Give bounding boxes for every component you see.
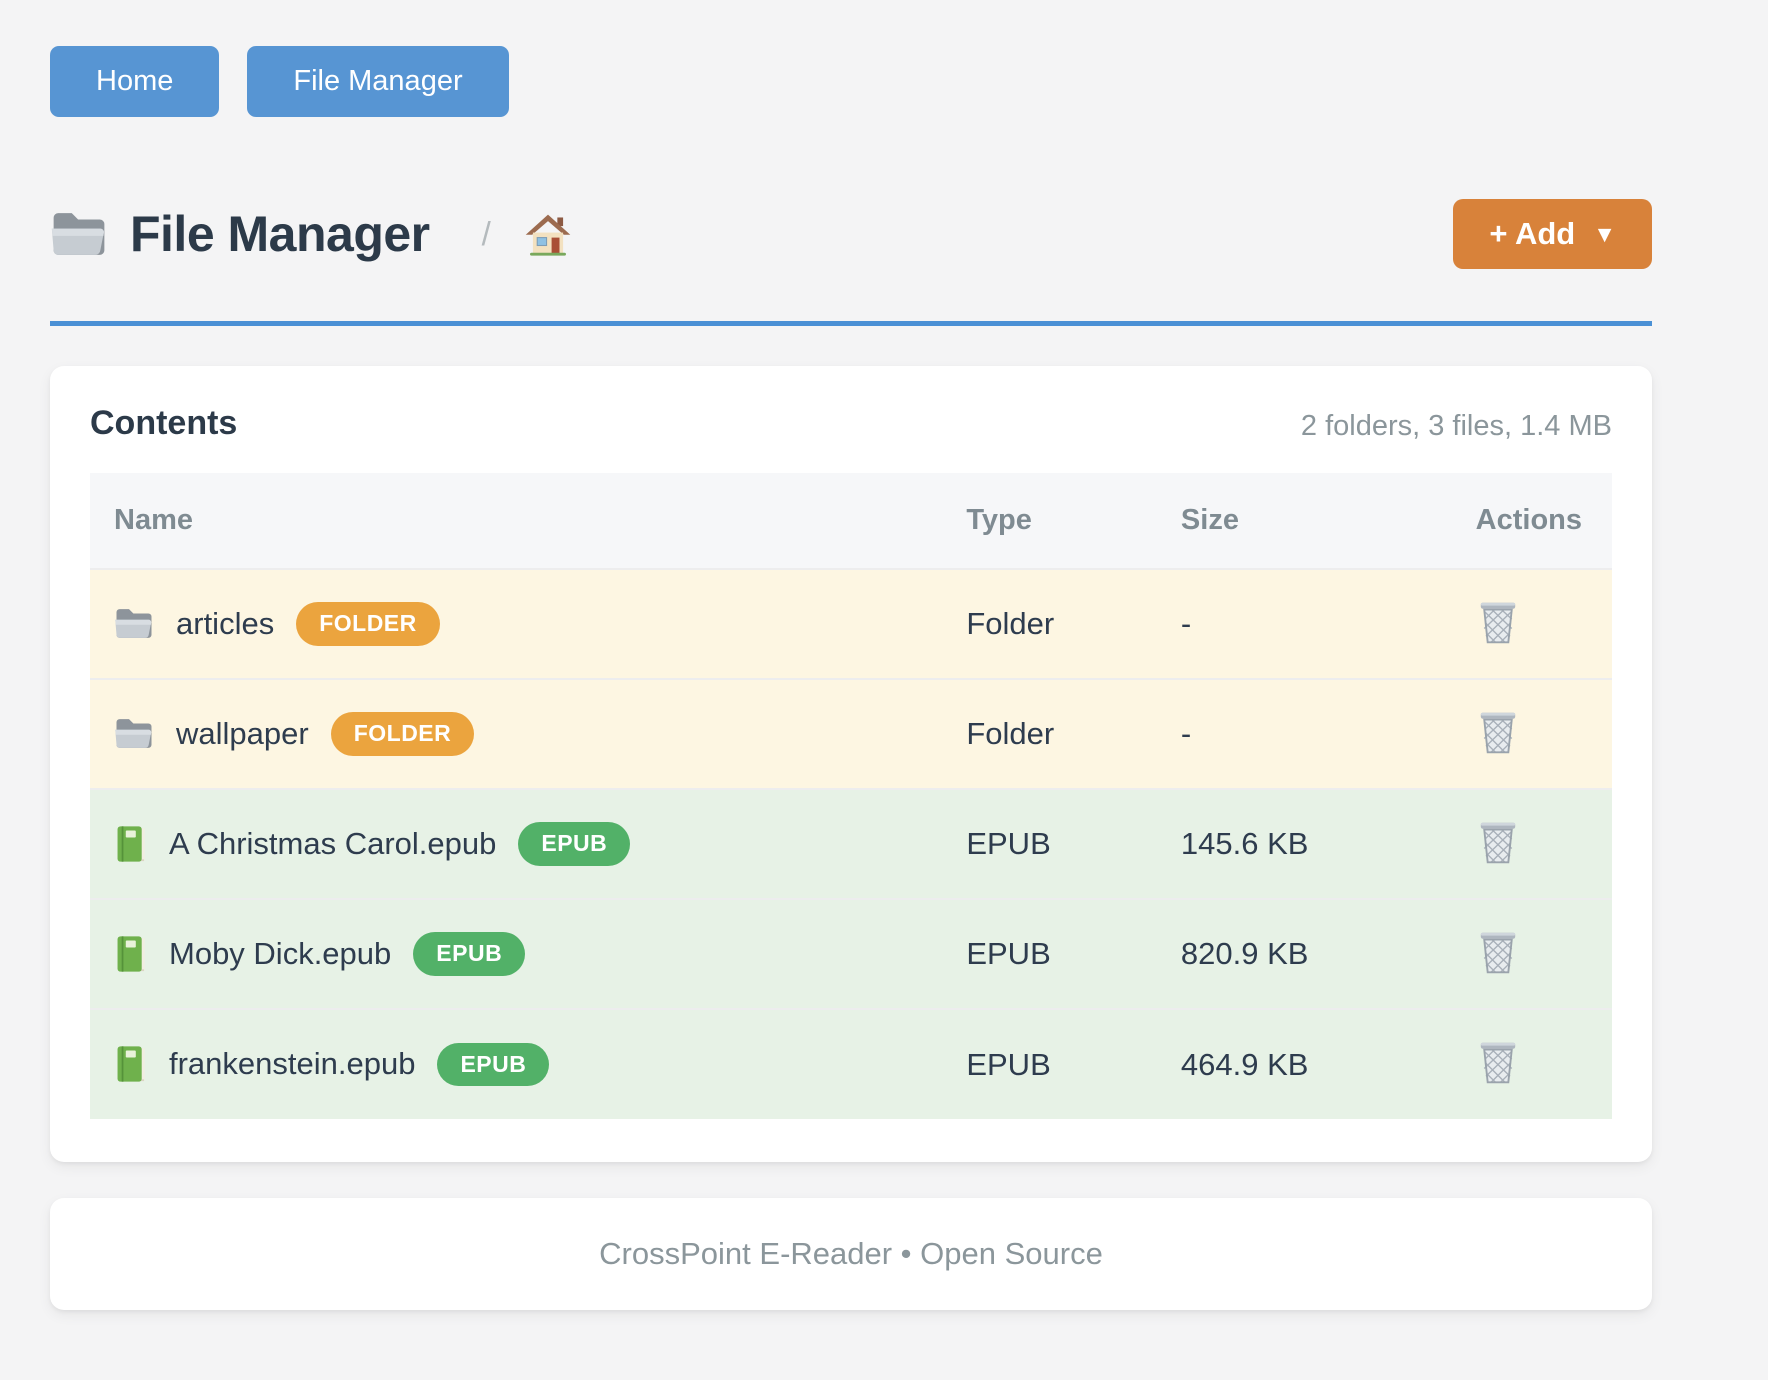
folder-icon	[114, 716, 154, 751]
file-name-link[interactable]: articles	[176, 605, 275, 641]
book-icon	[114, 825, 147, 863]
page-header: File Manager / + Add ▼	[50, 199, 1652, 269]
delete-button[interactable]	[1475, 707, 1521, 758]
footer: CrossPoint E-Reader • Open Source	[50, 1198, 1652, 1310]
table-row: A Christmas Carol.epub EPUB EPUB 145.6 K…	[90, 789, 1612, 899]
column-header-size: Size	[1156, 473, 1384, 569]
table-row: articles FOLDER Folder -	[90, 569, 1612, 679]
epub-badge: EPUB	[437, 1042, 550, 1087]
table-row: wallpaper FOLDER Folder -	[90, 679, 1612, 789]
type-cell: EPUB	[966, 826, 1051, 861]
delete-button[interactable]	[1475, 927, 1521, 978]
trash-icon	[1479, 601, 1517, 644]
contents-card-header: Contents 2 folders, 3 files, 1.4 MB	[90, 404, 1612, 443]
contents-heading: Contents	[90, 404, 238, 442]
footer-text: CrossPoint E-Reader • Open Source	[599, 1236, 1103, 1271]
epub-badge: EPUB	[518, 822, 631, 866]
trash-icon	[1479, 711, 1517, 754]
contents-card: Contents 2 folders, 3 files, 1.4 MB Name…	[50, 366, 1652, 1162]
add-button[interactable]: + Add ▼	[1453, 199, 1652, 269]
file-name-link[interactable]: wallpaper	[176, 715, 309, 751]
size-cell: -	[1180, 716, 1192, 751]
file-name-link[interactable]: Moby Dick.epub	[169, 935, 392, 971]
folder-badge: FOLDER	[296, 602, 440, 646]
folder-icon	[50, 208, 108, 260]
title-divider	[50, 321, 1652, 326]
title-wrap: File Manager /	[50, 205, 571, 263]
table-row: Moby Dick.epub EPUB EPUB 820.9 KB	[90, 899, 1612, 1009]
file-name-link[interactable]: frankenstein.epub	[169, 1046, 416, 1082]
column-header-actions: Actions	[1383, 473, 1612, 569]
delete-button[interactable]	[1475, 1037, 1521, 1088]
type-cell: Folder	[966, 716, 1055, 751]
file-name-link[interactable]: A Christmas Carol.epub	[169, 825, 497, 861]
folder-icon	[114, 606, 154, 641]
trash-icon	[1479, 1041, 1517, 1084]
epub-badge: EPUB	[413, 932, 526, 976]
size-cell: 464.9 KB	[1180, 1046, 1309, 1082]
trash-icon	[1479, 931, 1517, 974]
book-icon	[114, 1045, 147, 1083]
type-cell: EPUB	[966, 936, 1051, 971]
top-nav: Home File Manager	[50, 0, 1652, 117]
size-cell: 145.6 KB	[1180, 826, 1309, 861]
nav-file-manager-button[interactable]: File Manager	[247, 46, 509, 117]
type-cell: Folder	[966, 606, 1055, 641]
breadcrumb-separator: /	[481, 215, 491, 252]
house-icon[interactable]	[525, 212, 571, 256]
size-cell: -	[1180, 606, 1192, 641]
column-header-type: Type	[942, 473, 1157, 569]
delete-button[interactable]	[1475, 597, 1521, 648]
table-row: frankenstein.epub EPUB EPUB 464.9 KB	[90, 1009, 1612, 1119]
nav-home-button[interactable]: Home	[50, 46, 220, 117]
table-header-row: Name Type Size Actions	[90, 473, 1612, 569]
trash-icon	[1479, 821, 1517, 864]
add-button-label: + Add	[1489, 216, 1576, 251]
size-cell: 820.9 KB	[1180, 936, 1309, 971]
book-icon	[114, 935, 147, 973]
page-container: Home File Manager File Manager /	[50, 0, 1652, 1310]
page-title: File Manager	[130, 206, 430, 262]
type-cell: EPUB	[966, 1046, 1051, 1082]
chevron-down-icon: ▼	[1593, 220, 1616, 247]
column-header-name: Name	[90, 473, 943, 569]
file-table: Name Type Size Actions	[90, 473, 1612, 1119]
folder-badge: FOLDER	[330, 712, 475, 756]
contents-summary: 2 folders, 3 files, 1.4 MB	[1300, 410, 1612, 442]
delete-button[interactable]	[1475, 817, 1521, 868]
